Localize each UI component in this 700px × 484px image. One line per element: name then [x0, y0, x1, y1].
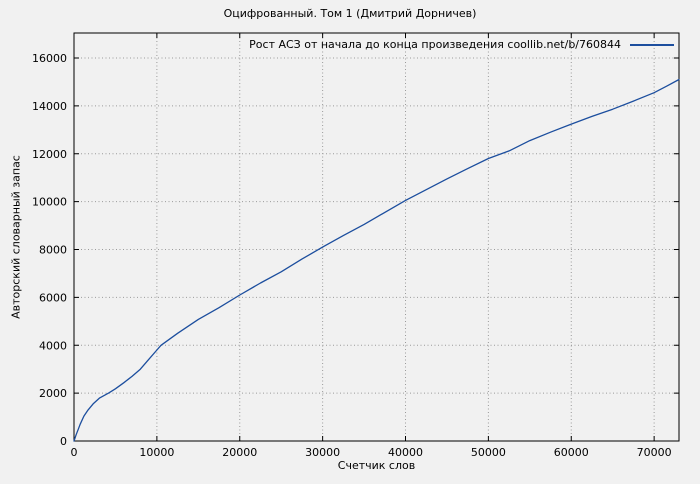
svg-text:8000: 8000 — [39, 244, 67, 257]
svg-text:4000: 4000 — [39, 339, 67, 352]
chart-title: Оцифрованный. Том 1 (Дмитрий Дорничев) — [223, 7, 477, 20]
svg-text:60000: 60000 — [554, 446, 589, 459]
legend-label: Рост АСЗ от начала до конца произведения… — [249, 38, 621, 51]
svg-text:30000: 30000 — [305, 446, 340, 459]
svg-text:2000: 2000 — [39, 387, 67, 400]
x-axis-label: Счетчик слов — [337, 459, 416, 472]
svg-text:50000: 50000 — [471, 446, 506, 459]
legend-line-sample — [630, 44, 674, 46]
y-axis-label: Авторский словарный запас — [9, 155, 23, 319]
svg-text:70000: 70000 — [637, 446, 672, 459]
svg-text:0: 0 — [71, 446, 78, 459]
svg-text:40000: 40000 — [388, 446, 423, 459]
svg-text:10000: 10000 — [139, 446, 174, 459]
legend: Рост АСЗ от начала до конца произведения… — [249, 38, 674, 51]
svg-text:16000: 16000 — [32, 52, 67, 65]
svg-text:20000: 20000 — [222, 446, 257, 459]
svg-text:0: 0 — [60, 435, 67, 448]
svg-text:14000: 14000 — [32, 100, 67, 113]
svg-text:6000: 6000 — [39, 291, 67, 304]
svg-text:10000: 10000 — [32, 196, 67, 209]
svg-text:12000: 12000 — [32, 148, 67, 161]
